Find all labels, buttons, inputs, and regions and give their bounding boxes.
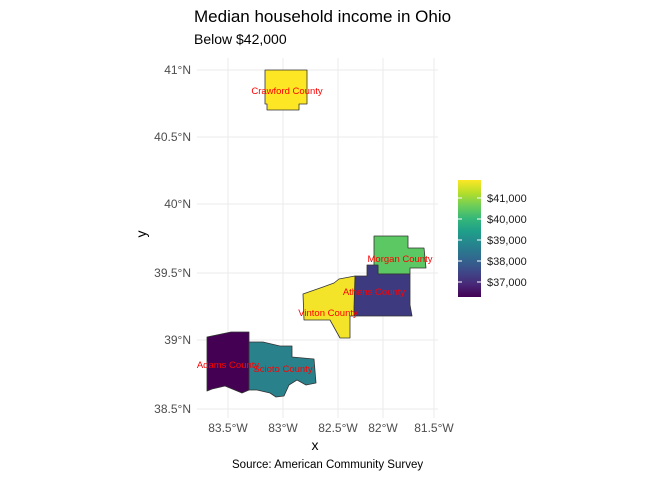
source-caption: Source: American Community Survey (232, 459, 424, 471)
y-tick-label: 40.5°N (154, 130, 191, 144)
y-axis-title: y (133, 231, 149, 238)
map-title: Median household income in Ohio (194, 7, 452, 26)
y-tick-label: 39°N (164, 333, 191, 347)
income-legend: $41,000 $40,000 $39,000 $38,000 $37,000 (458, 180, 527, 297)
y-tick-label: 40°N (164, 197, 191, 211)
x-tick-label: 81.5°W (414, 421, 454, 435)
county-labels: Crawford County Morgan County Athens Cou… (197, 86, 433, 375)
x-tick-label: 83°W (268, 421, 298, 435)
y-tick-label: 38.5°N (154, 402, 191, 416)
counties (206, 69, 427, 398)
county-label-adams: Adams County (197, 360, 260, 371)
y-tick-label: 41°N (164, 63, 191, 77)
county-label-vinton: Vinton County (298, 308, 358, 319)
county-label-morgan: Morgan County (368, 254, 433, 265)
county-label-athens: Athens County (343, 287, 406, 298)
county-crawford[interactable] (264, 69, 308, 111)
y-axis-ticks: 41°N 40.5°N 40°N 39.5°N 39°N 38.5°N (154, 63, 191, 416)
legend-tick-label: $41,000 (487, 193, 527, 205)
x-tick-label: 82.5°W (318, 421, 358, 435)
map-subtitle: Below $42,000 (194, 31, 287, 47)
legend-tick-label: $40,000 (487, 214, 527, 226)
x-axis-title: x (312, 437, 319, 453)
legend-tick-label: $39,000 (487, 235, 527, 247)
y-tick-label: 39.5°N (154, 266, 191, 280)
legend-colorbar (458, 180, 481, 297)
county-label-crawford: Crawford County (251, 86, 323, 97)
x-tick-label: 83.5°W (208, 421, 248, 435)
county-scioto[interactable] (248, 341, 317, 398)
county-vinton[interactable] (302, 275, 356, 339)
legend-tick-label: $37,000 (487, 277, 527, 289)
x-axis-ticks: 83.5°W 83°W 82.5°W 82°W 81.5°W (208, 421, 454, 435)
county-adams[interactable] (206, 331, 250, 394)
x-tick-label: 82°W (368, 421, 398, 435)
legend-tick-label: $38,000 (487, 256, 527, 268)
county-label-scioto: Scioto County (253, 364, 312, 375)
